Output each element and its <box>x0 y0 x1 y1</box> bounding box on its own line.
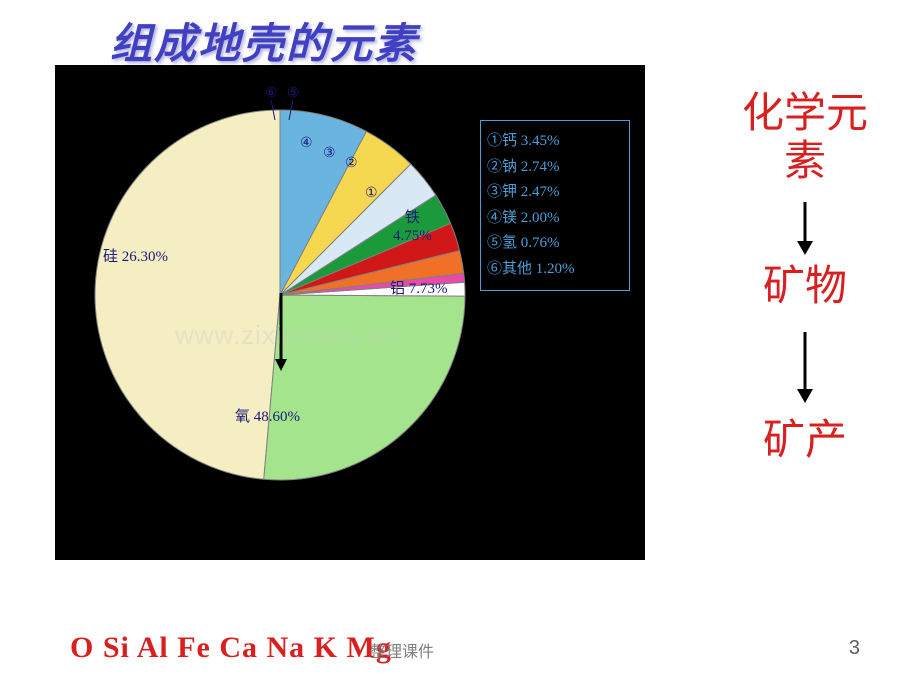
page-title: 组成地壳的元素 <box>110 10 418 71</box>
footer-note: 整理课件 <box>370 638 434 662</box>
concept-ore: 矿产 <box>740 417 870 465</box>
legend-item: ⑥其他 1.20% <box>487 257 623 283</box>
legend: ①钙 3.45% ②钠 2.74% ③钾 2.47% ④镁 2.00% ⑤氢 0… <box>480 120 630 291</box>
label-si: 硅 26.30% <box>103 245 168 266</box>
legend-item: ⑤氢 0.76% <box>487 231 623 257</box>
arrow-down-icon <box>785 197 825 257</box>
legend-item: ①钙 3.45% <box>487 129 623 155</box>
label-fe-name: 铁 <box>405 210 420 226</box>
page-number: 3 <box>849 637 860 660</box>
legend-item: ④镁 2.00% <box>487 206 623 232</box>
label-fe-val: 4.75% <box>393 228 432 244</box>
legend-item: ③钾 2.47% <box>487 180 623 206</box>
concept-chem-element: 化学元素 <box>740 90 870 187</box>
legend-item: ②钠 2.74% <box>487 155 623 181</box>
label-o: 氧 48.60% <box>235 405 300 426</box>
concept-mineral: 矿物 <box>740 263 870 311</box>
element-symbols: O Si Al Fe Ca Na K Mg <box>70 631 392 665</box>
watermark: www.zixin.com.cn <box>175 320 396 351</box>
marker-1: ① <box>365 185 378 202</box>
arrow-down-icon <box>785 327 825 407</box>
concept-flow: 化学元素 矿物 矿产 <box>740 90 870 465</box>
pie-chart-panel: 硅 26.30% 氧 48.60% 铁 4.75% 铝 7.73% ⑥ ⑤ ④ … <box>55 65 645 560</box>
label-al: 铝 7.73% <box>390 277 448 298</box>
label-fe: 铁 4.75% <box>393 209 432 245</box>
